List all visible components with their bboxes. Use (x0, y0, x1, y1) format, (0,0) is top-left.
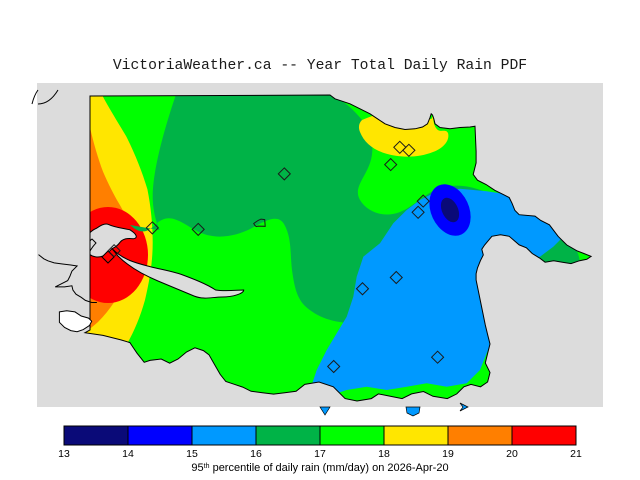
svg-text:18: 18 (378, 448, 390, 460)
svg-text:17: 17 (314, 448, 326, 460)
svg-text:14: 14 (122, 448, 134, 460)
svg-text:19: 19 (442, 448, 454, 460)
svg-text:13: 13 (58, 448, 70, 460)
svg-text:VictoriaWeather.ca -- Year Tot: VictoriaWeather.ca -- Year Total Daily R… (113, 58, 527, 74)
svg-text:16: 16 (250, 448, 262, 460)
svg-text:95th percentile of daily rain: 95th percentile of daily rain (mm/day) o… (191, 462, 448, 474)
svg-text:15: 15 (186, 448, 198, 460)
svg-text:20: 20 (506, 448, 518, 460)
svg-text:21: 21 (570, 448, 582, 460)
